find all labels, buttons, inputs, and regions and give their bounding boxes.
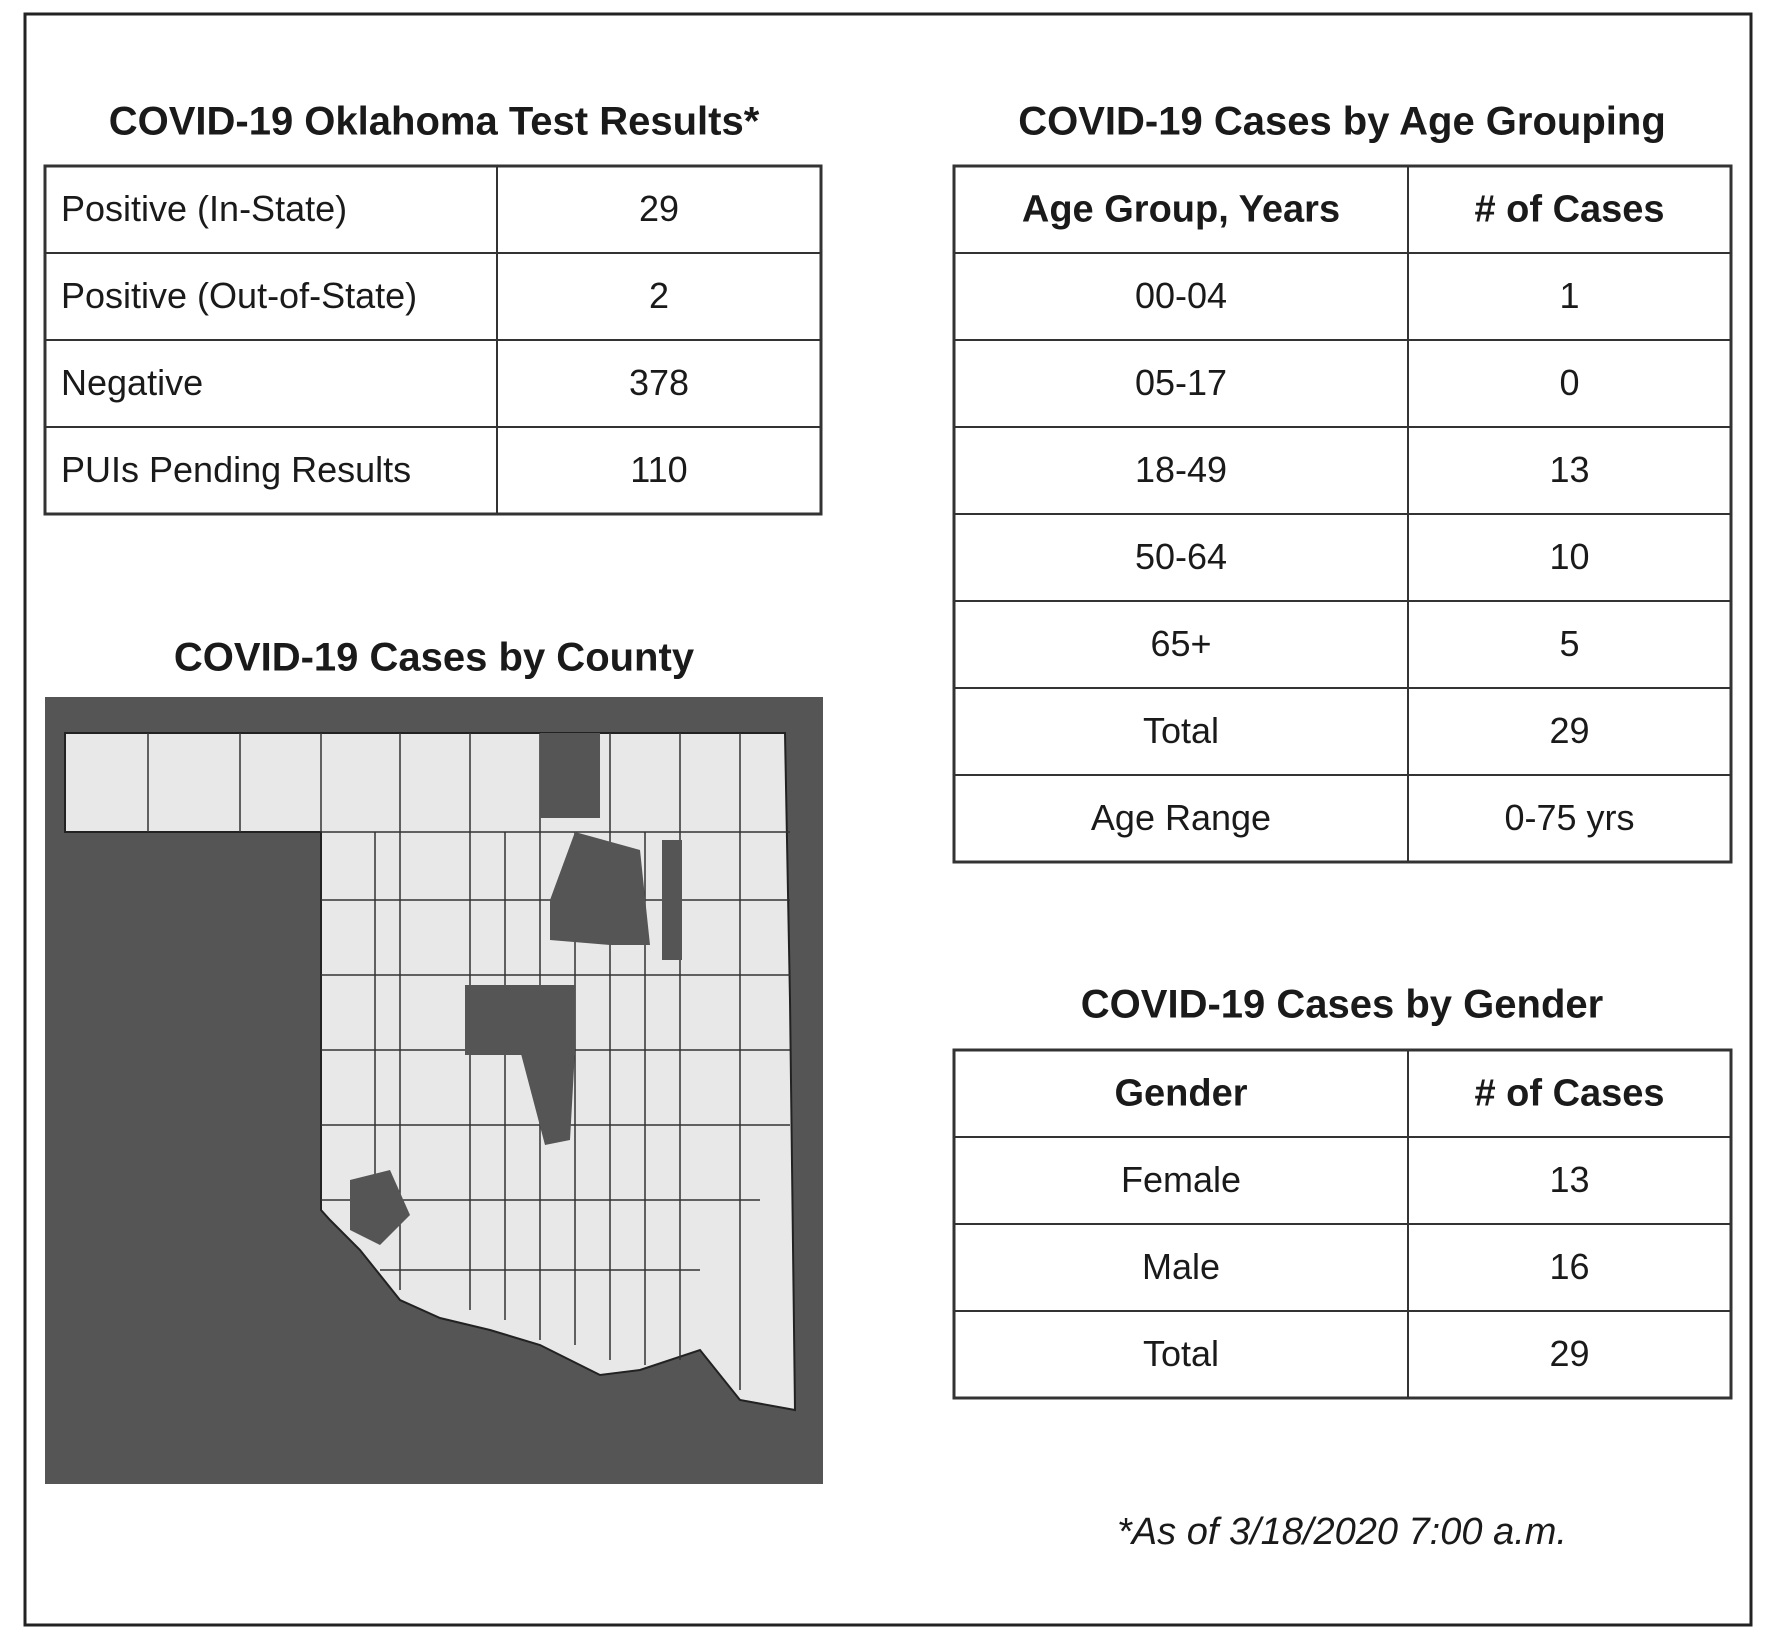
table-cell: 2 (649, 275, 669, 316)
table-cell: 65+ (1150, 623, 1211, 664)
header-cell: # of Cases (1474, 189, 1664, 231)
table-cell: 16 (1549, 1246, 1589, 1287)
footnote: *As of 3/18/2020 7:00 a.m. (1117, 1511, 1567, 1553)
table-cell: Total (1143, 710, 1219, 751)
case-counties (350, 733, 682, 1245)
table-cell: 29 (1549, 1333, 1589, 1374)
gender-table-title: COVID-19 Cases by Gender (1081, 983, 1603, 1027)
table-cell: Negative (61, 362, 203, 403)
header-cell: # of Cases (1474, 1073, 1664, 1115)
table-cell: 18-49 (1135, 449, 1227, 490)
table-cell: Positive (Out-of-State) (61, 275, 417, 316)
table-cell: 00-04 (1135, 275, 1227, 316)
table-cell: 13 (1549, 449, 1589, 490)
test-results-title: COVID-19 Oklahoma Test Results* (109, 100, 760, 144)
header-cell: Age Group, Years (1022, 189, 1340, 231)
table-cell: 10 (1549, 536, 1589, 577)
table-cell: 378 (629, 362, 689, 403)
table-cell: 29 (1549, 710, 1589, 751)
age-table-title: COVID-19 Cases by Age Grouping (1018, 100, 1666, 144)
table-cell: 05-17 (1135, 362, 1227, 403)
tables: Positive (In-State) 29 Positive (Out-of-St… (43, 164, 1733, 1400)
table-cell: Total (1143, 1333, 1219, 1374)
table-cell: 5 (1559, 623, 1579, 664)
table-cell: 0 (1559, 362, 1579, 403)
table-cell: 0-75 yrs (1504, 797, 1634, 838)
table-cell: 13 (1549, 1159, 1589, 1200)
table-cell: 29 (639, 188, 679, 229)
table-cell: 1 (1559, 275, 1579, 316)
table-cell: Positive (In-State) (61, 188, 347, 229)
county-map-title: COVID-19 Cases by County (174, 636, 695, 680)
table-cell: Age Range (1091, 797, 1271, 838)
table-cell: 50-64 (1135, 536, 1227, 577)
table-cell: 110 (630, 449, 687, 490)
table-cell: Female (1121, 1159, 1241, 1200)
table-cell: Male (1142, 1246, 1220, 1287)
table-cell: PUIs Pending Results (61, 449, 411, 490)
county-map (45, 697, 823, 1484)
header-cell: Gender (1114, 1073, 1247, 1115)
